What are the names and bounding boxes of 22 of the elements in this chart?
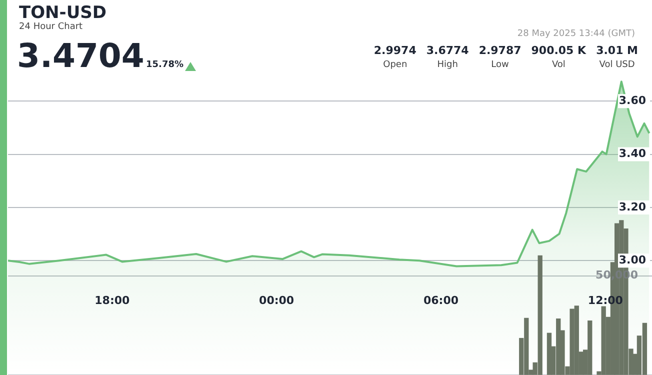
annotation: Low bbox=[490, 60, 510, 70]
y-tick-label: 3.40 bbox=[618, 147, 646, 160]
annotation: 3.4704 bbox=[17, 36, 144, 76]
annotation: 28 May 2025 13:44 (GMT) bbox=[517, 29, 635, 39]
y-tick-label: 3.00 bbox=[618, 254, 646, 266]
y-tick-label: 3.20 bbox=[618, 200, 646, 214]
x-tick-label: 06:00 bbox=[423, 294, 459, 307]
chart-title: TON-USD bbox=[19, 3, 106, 23]
annotation: Vol USD bbox=[598, 60, 636, 70]
x-tick-label: 00:00 bbox=[259, 294, 294, 307]
text: 24 Hour Chart bbox=[19, 22, 83, 32]
annotation: 3.6774 bbox=[426, 44, 469, 57]
annotation: Vol bbox=[550, 60, 566, 70]
annotation: 2.9787 bbox=[478, 44, 522, 57]
annotation: Open bbox=[382, 60, 408, 70]
annotation: 15.78% bbox=[146, 60, 184, 70]
annotation: 900.05 K bbox=[531, 44, 586, 57]
annotation: 2.9974 bbox=[374, 44, 416, 57]
annotation: 3.01 M bbox=[596, 44, 638, 57]
x-tick-label: 18:00 bbox=[94, 294, 130, 307]
y-tick-label: 3.60 bbox=[618, 94, 646, 107]
annotation: High bbox=[436, 60, 459, 70]
